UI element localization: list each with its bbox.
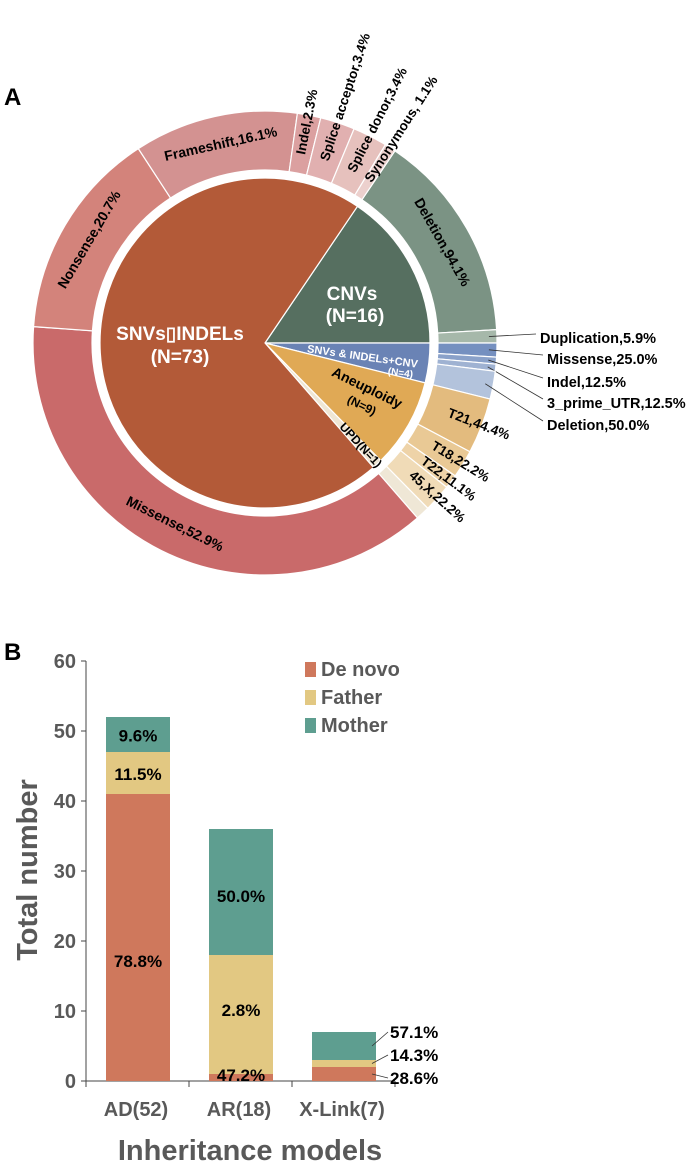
legend-swatch: [305, 718, 316, 733]
outer-segment-label: Missense,25.0%: [547, 352, 658, 368]
bar-data-label: 28.6%: [390, 1069, 438, 1088]
bar-data-label: 47.2%: [217, 1066, 265, 1085]
y-tick-label: 20: [54, 931, 76, 953]
x-tick-label: X-Link(7): [299, 1099, 385, 1121]
leader-line: [485, 383, 544, 422]
leader-line: [488, 349, 544, 356]
bar-label-leader: [371, 1073, 389, 1079]
legend-label: De novo: [321, 659, 400, 681]
outer-segment: [32, 326, 419, 576]
leader-line: [488, 359, 544, 379]
outer-segment-label: Indel,12.5%: [547, 375, 626, 391]
inner-slice: [263, 341, 426, 462]
leader-line: [487, 366, 544, 400]
legend-swatch: [305, 690, 316, 705]
bar-segment-father: [209, 955, 273, 1074]
bar-data-label: 9.6%: [119, 727, 158, 746]
bar-segment-de-novo: [312, 1067, 376, 1081]
leader-line: [488, 333, 537, 337]
outer-segment-label: Deletion,50.0%: [547, 418, 649, 434]
x-axis-title: Inheritance models: [118, 1135, 382, 1164]
y-tick-label: 50: [54, 721, 76, 743]
y-axis-title: Total number: [12, 779, 44, 961]
panel-b-label: B: [4, 639, 21, 666]
bar-segment-de-novo: [106, 794, 170, 1081]
bar-segment-mother: [312, 1032, 376, 1060]
bar-segment-father: [312, 1060, 376, 1067]
bar-label-leader: [371, 1054, 389, 1064]
sunburst-chart: CNVs(N=16)SNVs & INDELs+CNV(N=4)Aneuploi…: [32, 31, 686, 576]
bar-data-label: 50.0%: [217, 887, 265, 906]
outer-segment: [353, 143, 396, 201]
bar-data-label: 14.3%: [390, 1046, 438, 1065]
y-tick-label: 30: [54, 861, 76, 883]
x-tick-label: AD(52): [104, 1099, 168, 1121]
inner-slice-count: (N=73): [151, 347, 210, 368]
bar-segment-mother: [106, 717, 170, 752]
bar-data-label: 2.8%: [222, 1001, 261, 1020]
outer-segment-label: 3_prime_UTR,12.5%: [547, 396, 686, 412]
legend-label: Father: [321, 687, 382, 709]
inner-slice: [263, 205, 431, 344]
panel-a-label: A: [4, 84, 21, 111]
y-tick-label: 40: [54, 791, 76, 813]
x-tick-label: AR(18): [207, 1099, 271, 1121]
bar-segment-father: [106, 752, 170, 794]
stacked-bar-chart: 0 10 20 30 40 50 60 78.8% 11.5% 9.6% AD(52) 2.8% 47.…: [12, 651, 438, 1164]
bar-segment-mother: [209, 829, 273, 955]
bar-label-leader: [371, 1031, 389, 1047]
legend-label: Mother: [321, 715, 388, 737]
inner-slice: [99, 177, 375, 509]
inner-slice-count: (N=16): [326, 306, 385, 327]
bar-segment-de-novo: [209, 1074, 273, 1081]
inner-slice-label: CNVs: [327, 284, 378, 305]
outer-segment-label: Duplication,5.9%: [540, 331, 656, 347]
y-tick-label: 60: [54, 651, 76, 673]
y-tick-label: 10: [54, 1001, 76, 1023]
bar-data-label: 78.8%: [114, 952, 162, 971]
inner-slice-label: SNVs▯INDELs: [116, 324, 244, 345]
inner-slice-count: (N=4): [387, 366, 414, 380]
legend-swatch: [305, 662, 316, 677]
y-tick-label: 0: [65, 1071, 76, 1093]
bar-data-label: 11.5%: [114, 765, 161, 784]
bar-data-label: 57.1%: [390, 1023, 438, 1042]
